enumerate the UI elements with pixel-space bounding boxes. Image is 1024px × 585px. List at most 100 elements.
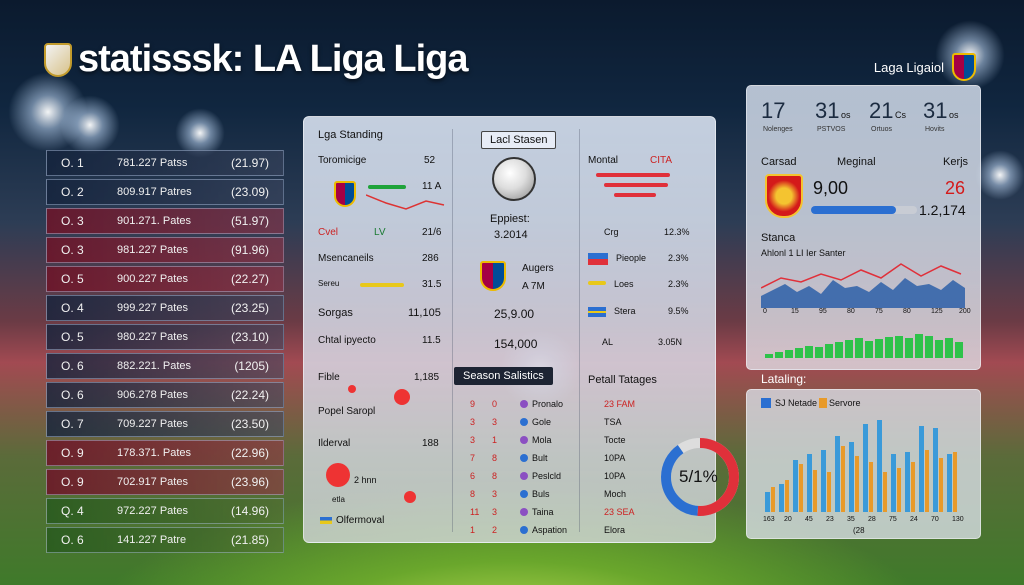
row-value: 21/6: [422, 227, 442, 238]
stat-icon: [520, 418, 528, 426]
ranking-row[interactable]: O. 3 981.227 Pates (91.96): [46, 237, 284, 263]
stat-b: 3: [492, 507, 498, 517]
x-tick: 45: [805, 516, 813, 523]
marker-dot: [404, 491, 416, 503]
kpi-label: Carsad: [761, 156, 797, 168]
kpi-big-value: 9,00: [813, 178, 849, 198]
rank-points: 809.917 Patres: [117, 186, 192, 198]
kpi-label: Kerjs: [943, 156, 969, 168]
green-bar: [785, 350, 793, 358]
ranking-row[interactable]: O. 5 980.227 Pates (23.10): [46, 324, 284, 350]
row-label: Sorgas: [318, 307, 353, 319]
stat-name: Peslcld: [532, 471, 562, 481]
stat-name: Buls: [532, 489, 550, 499]
progress-fill: [811, 206, 896, 214]
x-tick: 28: [868, 516, 876, 523]
stat-a: 3: [470, 417, 476, 427]
ranking-row[interactable]: O. 6 882.221. Pates (1205): [46, 353, 284, 379]
rank-position: O. 6: [61, 359, 84, 373]
x-tick: 23: [826, 516, 834, 523]
row-value: CITA: [650, 155, 673, 166]
stat-name: Bult: [532, 453, 548, 463]
tatage-item: Moch: [604, 489, 627, 499]
ranking-row[interactable]: O. 9 178.371. Pates (22.96): [46, 440, 284, 466]
rank-value: (23.96): [230, 475, 269, 489]
stat-bar: [614, 193, 656, 197]
bar-orange: [855, 456, 859, 512]
row-label: etla: [332, 495, 345, 504]
club-crest-icon: [334, 181, 356, 207]
green-bar: [845, 340, 853, 358]
row-label: AL: [602, 337, 614, 347]
kpi-label: Meginal: [837, 156, 876, 168]
ranking-row[interactable]: O. 3 901.271. Pates (51.97): [46, 208, 284, 234]
rank-points: 972.227 Pates: [117, 505, 188, 517]
bar-orange: [785, 480, 789, 512]
rank-points: 882.221. Pates: [117, 360, 192, 372]
green-bar: [935, 340, 943, 358]
rank-value: (21.85): [230, 533, 269, 547]
rank-position: O. 7: [61, 417, 84, 431]
ranking-row[interactable]: O. 5 900.227 Pates (22.27): [46, 266, 284, 292]
ranking-row[interactable]: Q. 4 972.227 Pates (14.96): [46, 498, 284, 524]
ranking-row[interactable]: O. 4 999.227 Pates (23.25): [46, 295, 284, 321]
season-pill[interactable]: Lacl Stasen: [481, 131, 557, 149]
ranking-row[interactable]: O. 1 781.227 Patss (21.97): [46, 150, 284, 176]
green-bar: [925, 336, 933, 358]
league-label: Laga Ligaiol: [873, 59, 944, 75]
stat-bar: [360, 283, 404, 287]
green-bar: [805, 346, 813, 358]
bar-orange: [925, 450, 929, 512]
row-value: 11,105: [408, 307, 441, 319]
bar-orange: [883, 472, 887, 512]
stat-b: 1: [492, 435, 498, 445]
team-label: Augers: [522, 263, 554, 274]
rank-position: O. 9: [61, 475, 84, 489]
x-tick: 24: [910, 516, 918, 523]
ranking-row[interactable]: O. 9 702.917 Pates (23.96): [46, 469, 284, 495]
x-note: (28: [853, 526, 865, 535]
stadium-light: [175, 108, 225, 158]
bar-orange: [939, 458, 943, 512]
rank-position: O. 3: [61, 243, 84, 257]
row-value: 12.3%: [664, 227, 690, 237]
bar-blue: [891, 454, 896, 512]
rank-value: (22.96): [230, 446, 269, 460]
chart-title: Lataling:: [761, 372, 807, 386]
marker-dot: [326, 463, 350, 487]
kpi-caption: Nolenges: [763, 126, 793, 133]
stat-name: Aspation: [532, 525, 568, 535]
season-statistics-pill[interactable]: Season Salistics: [454, 367, 553, 385]
bar-blue: [863, 424, 868, 512]
rank-value: (22.24): [230, 388, 269, 402]
rank-position: O. 6: [61, 533, 84, 547]
bar-blue: [947, 454, 952, 512]
rank-position: O. 5: [61, 272, 84, 286]
x-tick: 163: [763, 516, 775, 523]
flag-icon: [588, 307, 606, 317]
chart-title: Ahlonl 1 LI Ier Santer: [761, 248, 846, 258]
rank-points: 981.227 Pates: [117, 244, 188, 256]
ranking-row[interactable]: O. 6 906.278 Pates (22.24): [46, 382, 284, 408]
tatage-item: Tocte: [604, 435, 626, 445]
row-label: Popel Saropl: [318, 406, 376, 417]
divider: [579, 129, 580, 532]
ranking-row[interactable]: O. 2 809.917 Patres (23.09): [46, 179, 284, 205]
stat-bar: [596, 173, 670, 177]
row-value: 188: [422, 438, 439, 449]
green-bar: [865, 341, 873, 358]
green-bar: [955, 342, 963, 358]
row-value: 9.5%: [668, 306, 689, 316]
donut-chart: [661, 438, 739, 516]
green-bar: [915, 334, 923, 358]
row-value: 11 A: [422, 181, 442, 192]
bar-orange: [799, 464, 803, 512]
rank-position: O. 4: [61, 301, 84, 315]
stat-name: Taina: [532, 507, 554, 517]
bar-blue: [933, 428, 938, 512]
ranking-row[interactable]: O. 7 709.227 Pates (23.50): [46, 411, 284, 437]
stat-icon: [520, 400, 528, 408]
green-bar: [895, 336, 903, 358]
ranking-row[interactable]: O. 6 141.227 Patre (21.85): [46, 527, 284, 553]
bar-chart-panel: Lataling: SJ Netade Servore 163 20 45 23 35 2…: [746, 372, 981, 539]
